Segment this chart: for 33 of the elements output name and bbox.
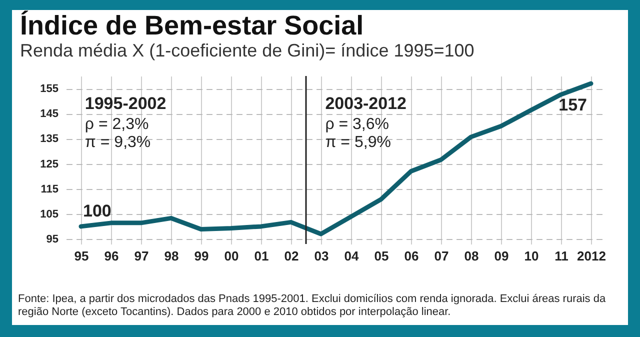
x-tick-label: 07 xyxy=(434,248,449,264)
x-tick-label: 02 xyxy=(284,248,299,264)
y-tick-label: 125 xyxy=(40,158,58,170)
x-tick-label: 03 xyxy=(314,248,329,264)
x-tick-label: 01 xyxy=(254,248,269,264)
x-tick-label: 10 xyxy=(524,248,539,264)
x-tick-label: 95 xyxy=(74,248,89,264)
x-tick-label: 98 xyxy=(164,248,179,264)
y-tick-label: 105 xyxy=(40,208,58,220)
annotation: 2003-2012 ρ = 3,6% π = 5,9% xyxy=(325,94,407,152)
y-tick-label: 155 xyxy=(40,83,58,96)
chart-subtitle: Renda média X (1-coeficiente de Gini)= índice 1995=100 xyxy=(20,40,474,60)
chart-title: Índice de Bem-estar Social xyxy=(20,10,364,40)
annotation: 1995-2002 ρ = 2,3% π = 9,3% xyxy=(84,94,166,152)
source-note: Fonte: Ipea, a partir dos microdados das Pnads 1995-2001. Exclui domicílios com renda ignorada. Exclui áreas rurais da região Norte (exceto Tocantins). Dados para 2000 e 2010 obtidos por interpolação linear. xyxy=(18,293,607,319)
x-tick-label: 96 xyxy=(104,248,119,264)
x-tick-label: 2012 xyxy=(577,248,606,264)
x-tick-label: 09 xyxy=(494,248,509,264)
x-tick-label: 99 xyxy=(194,248,209,264)
y-tick-label: 145 xyxy=(40,108,58,120)
y-tick-label: 135 xyxy=(40,133,58,146)
x-tick-label: 05 xyxy=(374,248,389,264)
y-tick-label: 115 xyxy=(40,183,58,196)
x-tick-label: 11 xyxy=(554,248,568,264)
x-tick-label: 08 xyxy=(464,248,479,264)
annotation: 100 xyxy=(83,201,112,220)
x-tick-label: 06 xyxy=(404,248,419,264)
x-tick-label: 00 xyxy=(224,248,239,264)
line-series xyxy=(78,81,594,236)
y-tick-label: 95 xyxy=(46,233,58,246)
x-tick-label: 04 xyxy=(344,248,360,264)
x-tick-label: 97 xyxy=(134,248,149,264)
annotation: 157 xyxy=(558,96,587,115)
